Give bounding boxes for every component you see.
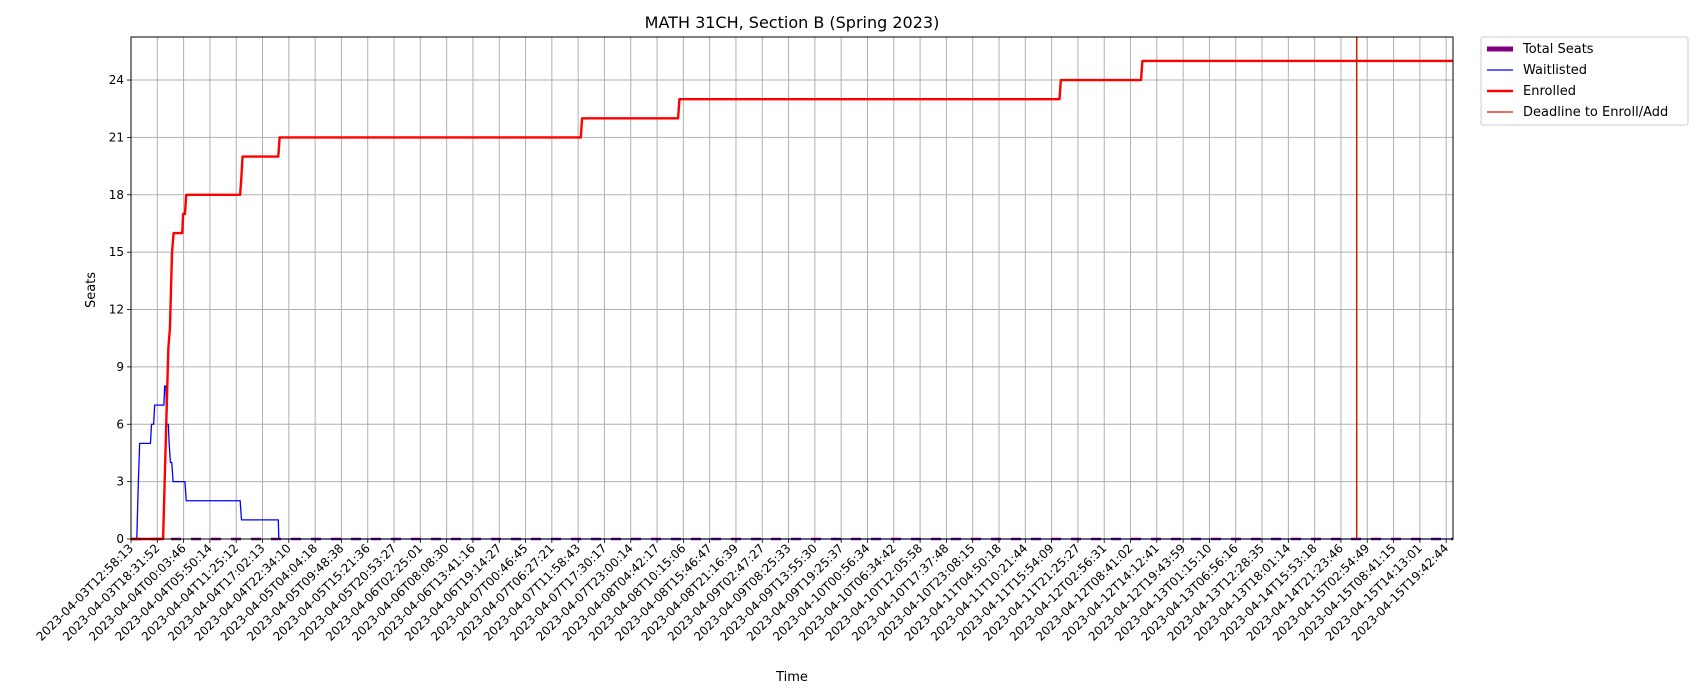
chart-title: MATH 31CH, Section B (Spring 2023) — [645, 13, 940, 32]
legend-label: Total Seats — [1522, 42, 1594, 57]
legend-label: Waitlisted — [1523, 63, 1587, 78]
y-tick-label: 3 — [116, 475, 124, 489]
legend-label: Enrolled — [1523, 84, 1576, 99]
y-tick-label: 9 — [116, 360, 124, 374]
y-tick-label: 0 — [116, 532, 124, 546]
series-line-enrolled — [131, 59, 1453, 541]
y-tick-label: 18 — [109, 188, 124, 202]
axes: 2023-04-03T12:58:132023-04-03T18:31:5220… — [34, 36, 1454, 644]
series — [131, 37, 1453, 541]
y-tick-label: 21 — [109, 130, 124, 144]
y-tick-label: 12 — [109, 303, 124, 317]
legend: Total Seats Waitlisted Enrolled Deadline to… — [1480, 36, 1689, 126]
x-axis-label: Time — [775, 670, 808, 685]
plot-frame — [130, 36, 1454, 540]
y-tick-label: 15 — [109, 245, 124, 259]
y-tick-label: 6 — [116, 417, 124, 431]
y-tick-label: 24 — [109, 73, 124, 87]
series-line-waitlisted — [131, 385, 1453, 540]
y-axis-label: Seats — [84, 272, 99, 308]
grid — [130, 37, 1453, 540]
legend-box — [1480, 36, 1689, 126]
legend-label: Deadline to Enroll/Add — [1523, 105, 1668, 120]
